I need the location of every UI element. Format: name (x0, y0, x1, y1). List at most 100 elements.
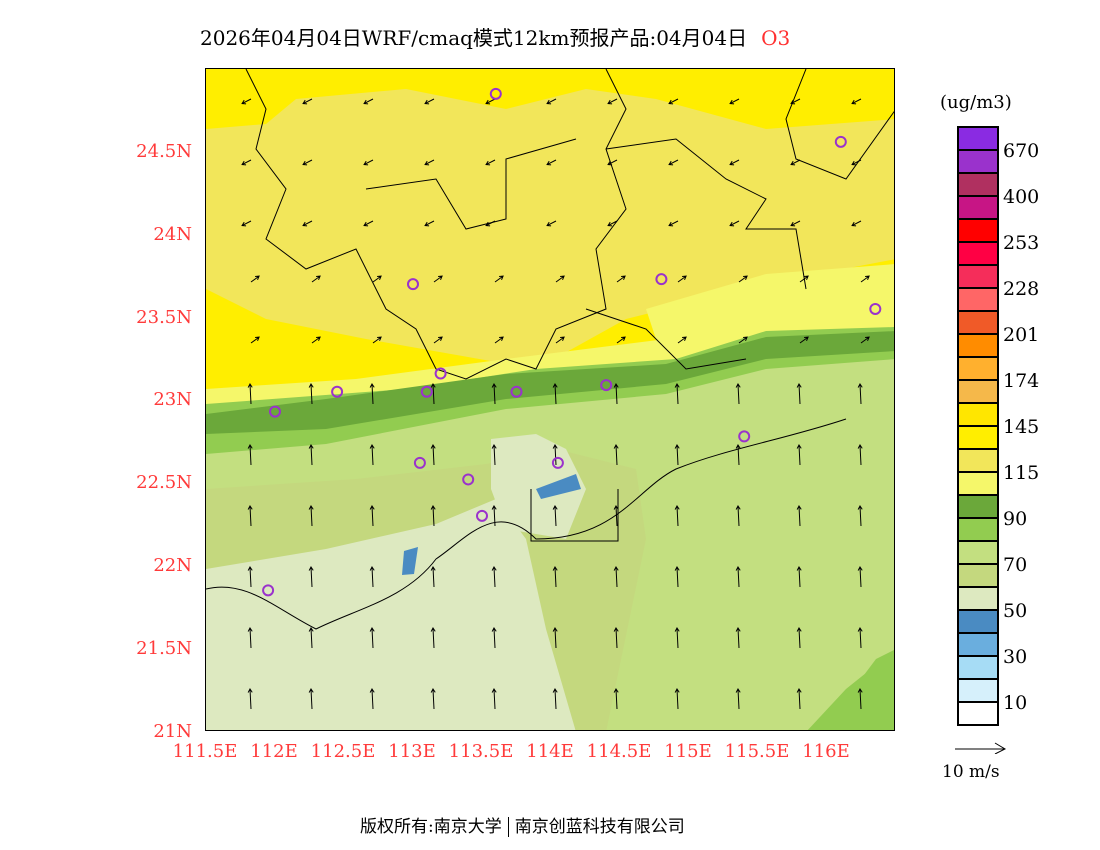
wind-arrow (552, 505, 558, 527)
wind-arrow (494, 275, 504, 283)
colorbar-label: 174 (1003, 370, 1040, 392)
colorbar-swatch (957, 563, 999, 586)
wind-arrow (308, 688, 314, 710)
colorbar-swatch (957, 218, 999, 241)
lat-tick-label: 23.5N (136, 306, 192, 328)
lon-tick-label: 113E (388, 741, 436, 762)
colorbar-swatch (957, 333, 999, 356)
colorbar-swatch (957, 632, 999, 655)
footer: 版权所有:南京大学 南京创蓝科技有限公司 (360, 812, 691, 837)
monitoring-station-marker (420, 385, 433, 398)
wind-arrow (433, 275, 443, 283)
wind-arrow (308, 627, 314, 649)
wind-arrow (857, 627, 863, 649)
colorbar-swatch (957, 287, 999, 310)
wind-arrow (372, 275, 382, 283)
region-50-60 (206, 499, 576, 730)
wind-arrow (799, 336, 809, 344)
wind-arrow (796, 688, 802, 710)
colorbar-label: 253 (1003, 232, 1040, 254)
wind-arrow (552, 688, 558, 710)
wind-arrow (796, 505, 802, 527)
wind-arrow (790, 220, 801, 227)
wind-arrow (729, 159, 740, 166)
wind-arrow (674, 505, 680, 527)
wind-arrow (607, 159, 618, 166)
colorbar-swatch (957, 540, 999, 563)
wind-arrow (372, 336, 382, 344)
colorbar-label: 90 (1003, 508, 1028, 530)
wind-arrow (674, 688, 680, 710)
lat-tick-label: 24N (153, 223, 192, 245)
wind-arrow (677, 336, 687, 344)
wind-arrow (607, 98, 618, 105)
lon-tick-label: 112.5E (310, 741, 376, 762)
wind-arrow (491, 444, 497, 466)
wind-arrow (424, 220, 435, 227)
colorbar-swatch (957, 379, 999, 402)
lon-tick-label: 115.5E (724, 741, 790, 762)
colorbar-swatch (957, 172, 999, 195)
lat-tick-label: 21N (153, 720, 192, 742)
wind-arrow (555, 336, 565, 344)
wind-arrow (247, 627, 253, 649)
wind-arrow (485, 98, 496, 105)
wind-arrow (857, 444, 863, 466)
wind-scale-arrow (955, 742, 1007, 754)
wind-arrow (241, 220, 252, 227)
wind-arrow (860, 336, 870, 344)
wind-arrow (369, 505, 375, 527)
wind-arrow (735, 566, 741, 588)
wind-arrow (247, 505, 253, 527)
wind-arrow (430, 383, 436, 405)
wind-arrow (851, 98, 862, 105)
wind-arrow (674, 566, 680, 588)
wind-arrow (796, 566, 802, 588)
wind-arrow (363, 220, 374, 227)
wind-arrow (790, 159, 801, 166)
wind-arrow (491, 566, 497, 588)
lat-tick-label: 22N (153, 555, 192, 576)
title-text: 2026年04月04日WRF/cmaq模式12km预报产品:04月04日 (200, 26, 748, 50)
wind-arrow (424, 159, 435, 166)
wind-arrow (369, 383, 375, 405)
monitoring-station-marker (434, 367, 447, 380)
wind-arrow (552, 383, 558, 405)
colorbar-label: 228 (1003, 278, 1040, 300)
monitoring-station-marker (834, 135, 847, 148)
colorbar-label: 10 (1003, 692, 1028, 714)
monitoring-station-marker (413, 456, 426, 469)
colorbar-swatch (957, 425, 999, 448)
lon-tick-label: 116E (802, 741, 850, 762)
monitoring-station-marker (869, 302, 882, 315)
lon-tick-label: 115E (664, 741, 712, 762)
monitoring-station-marker (489, 87, 502, 100)
monitoring-station-marker (655, 273, 668, 286)
wind-arrow (247, 688, 253, 710)
colorbar-swatch (957, 655, 999, 678)
wind-arrow (430, 627, 436, 649)
wind-arrow (616, 336, 626, 344)
wind-arrow (485, 159, 496, 166)
region-40-50 (536, 474, 581, 499)
wind-arrow (302, 159, 313, 166)
wind-arrow (735, 444, 741, 466)
wind-arrow (485, 220, 496, 227)
colorbar-label: 50 (1003, 600, 1028, 622)
monitoring-station-marker (407, 278, 419, 291)
wind-arrow (851, 159, 862, 166)
wind-arrow (363, 159, 374, 166)
wind-arrow (430, 566, 436, 588)
wind-arrow (250, 275, 260, 283)
colorbar-swatch (957, 241, 999, 264)
wind-arrow (546, 220, 557, 227)
wind-arrow (668, 159, 679, 166)
wind-arrow (674, 383, 680, 405)
wind-arrow (308, 444, 314, 466)
wind-arrow (735, 383, 741, 405)
wind-arrow (369, 627, 375, 649)
wind-arrow (729, 98, 740, 105)
wind-arrow (552, 627, 558, 649)
wind-arrow (738, 275, 748, 283)
region-90 (206, 331, 894, 434)
